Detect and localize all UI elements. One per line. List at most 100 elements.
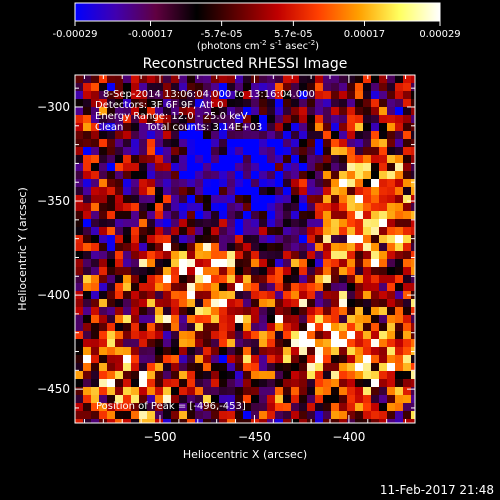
heatmap-cell: [395, 227, 403, 235]
heatmap-cell: [283, 195, 291, 203]
heatmap-cell: [139, 203, 147, 211]
heatmap-cell: [331, 323, 339, 331]
heatmap-cell: [203, 387, 211, 395]
heatmap-cell: [219, 387, 227, 395]
heatmap-cell: [83, 99, 91, 107]
heatmap-cell: [107, 195, 115, 203]
heatmap-cell: [155, 91, 163, 99]
heatmap-cell: [403, 331, 411, 339]
heatmap-cell: [163, 395, 171, 403]
heatmap-cell: [139, 163, 147, 171]
heatmap-cell: [299, 323, 307, 331]
heatmap-cell: [179, 283, 187, 291]
heatmap-cell: [323, 347, 331, 355]
heatmap-cell: [299, 227, 307, 235]
heatmap-cell: [275, 219, 283, 227]
heatmap-cell: [395, 331, 403, 339]
colorbar: -0.00029 -0.00017 -5.7e-05 5.7e-05 0.00017 0.…: [53, 2, 461, 52]
heatmap-cell: [219, 227, 227, 235]
annotations: 8-Sep-2014 13:06:04.000 to 13:16:04.000 …: [95, 89, 315, 412]
heatmap-cell: [275, 291, 283, 299]
heatmap-cell: [107, 171, 115, 179]
heatmap-cell: [387, 195, 395, 203]
heatmap-cell: [123, 171, 131, 179]
heatmap-cell: [155, 379, 163, 387]
heatmap-cell: [355, 347, 363, 355]
heatmap-cell: [379, 219, 387, 227]
heatmap-cell: [379, 387, 387, 395]
heatmap-cell: [219, 235, 227, 243]
heatmap-cell: [91, 139, 99, 147]
heatmap-cell: [83, 275, 91, 283]
heatmap-cell: [363, 403, 371, 411]
heatmap-cell: [259, 187, 267, 195]
heatmap-cell: [371, 179, 379, 187]
heatmap-cell: [411, 195, 415, 203]
heatmap-cell: [235, 171, 243, 179]
heatmap-cell: [147, 251, 155, 259]
annotation-clean: Clean: [95, 122, 123, 133]
heatmap-cell: [251, 347, 259, 355]
heatmap-cell: [315, 203, 323, 211]
heatmap-cell: [123, 203, 131, 211]
heatmap-cell: [315, 171, 323, 179]
heatmap-cell: [131, 99, 139, 107]
heatmap-cell: [395, 147, 403, 155]
heatmap-cell: [315, 179, 323, 187]
heatmap-cell: [275, 387, 283, 395]
heatmap-cell: [123, 251, 131, 259]
heatmap-cell: [99, 387, 107, 395]
heatmap-cell: [211, 131, 219, 139]
heatmap-cell: [203, 355, 211, 363]
heatmap-cell: [299, 179, 307, 187]
heatmap-cell: [131, 419, 139, 423]
heatmap-cell: [179, 179, 187, 187]
heatmap-cell: [267, 411, 275, 419]
heatmap-cell: [155, 339, 163, 347]
heatmap-cell: [307, 251, 315, 259]
heatmap-cell: [139, 307, 147, 315]
heatmap-cell: [387, 275, 395, 283]
heatmap-cell: [147, 299, 155, 307]
heatmap-cell: [195, 99, 203, 107]
heatmap-cell: [203, 227, 211, 235]
heatmap-cell: [195, 251, 203, 259]
heatmap-cell: [243, 363, 251, 371]
heatmap-cell: [115, 371, 123, 379]
heatmap-cell: [259, 339, 267, 347]
heatmap-cell: [115, 91, 123, 99]
heatmap-cell: [355, 387, 363, 395]
heatmap-cell: [211, 331, 219, 339]
heatmap-cell: [187, 147, 195, 155]
heatmap-cell: [91, 219, 99, 227]
heatmap-cell: [331, 123, 339, 131]
heatmap-cell: [123, 259, 131, 267]
heatmap-cell: [395, 307, 403, 315]
heatmap-cell: [347, 363, 355, 371]
heatmap-cell: [171, 267, 179, 275]
heatmap-cell: [379, 403, 387, 411]
heatmap-cell: [235, 219, 243, 227]
heatmap-cell: [115, 123, 123, 131]
heatmap-cell: [147, 403, 155, 411]
heatmap-cell: [99, 203, 107, 211]
heatmap-cell: [283, 123, 291, 131]
heatmap-cell: [235, 347, 243, 355]
heatmap-cell: [363, 411, 371, 419]
heatmap-cell: [75, 267, 83, 275]
heatmap-cell: [179, 227, 187, 235]
heatmap-cell: [155, 387, 163, 395]
heatmap-cell: [259, 323, 267, 331]
heatmap-cell: [131, 363, 139, 371]
heatmap-cell: [331, 163, 339, 171]
heatmap-cell: [147, 387, 155, 395]
heatmap-cell: [275, 339, 283, 347]
heatmap-cell: [187, 163, 195, 171]
heatmap-cell: [139, 403, 147, 411]
heatmap-cell: [387, 299, 395, 307]
heatmap-cell: [163, 219, 171, 227]
heatmap-cell: [307, 243, 315, 251]
heatmap-cell: [211, 227, 219, 235]
heatmap-cell: [411, 411, 415, 419]
heatmap-cell: [107, 83, 115, 91]
